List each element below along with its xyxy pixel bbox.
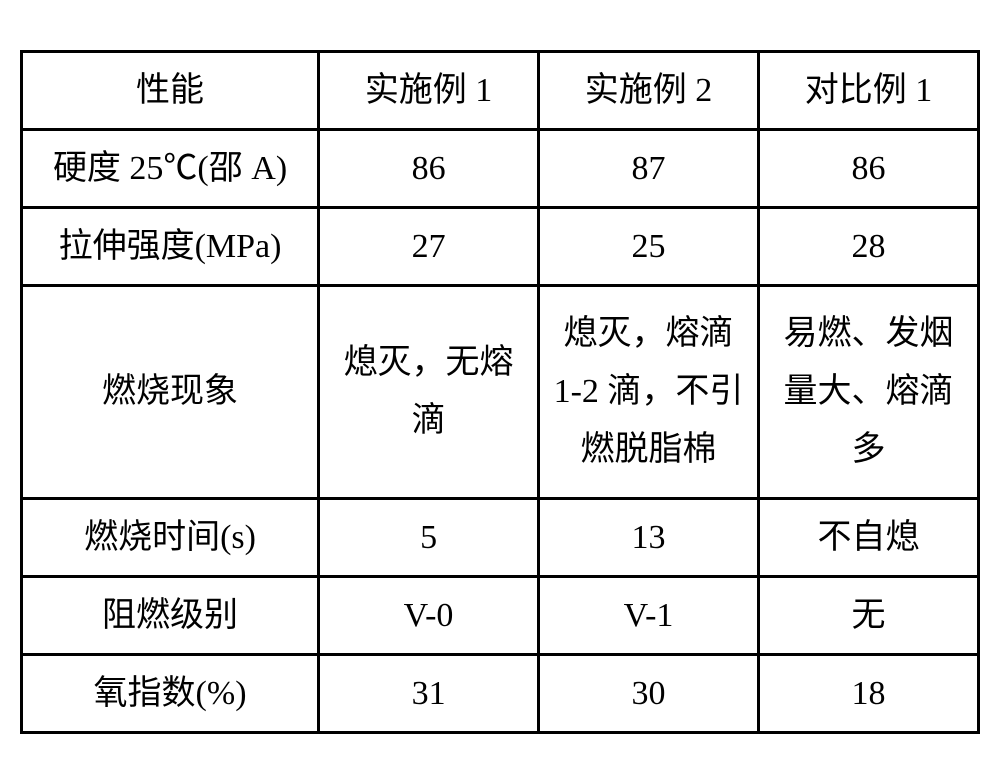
table-row: 硬度 25℃(邵 A) 86 87 86 [22,130,979,208]
row-label: 拉伸强度(MPa) [22,208,319,286]
cell-value: 28 [759,208,979,286]
cell-value: 86 [319,130,539,208]
row-label: 燃烧时间(s) [22,498,319,576]
properties-table: 性能 实施例 1 实施例 2 对比例 1 硬度 25℃(邵 A) 86 87 8… [20,50,980,733]
cell-value: 13 [539,498,759,576]
cell-value: 熄灭，无熔滴 [319,286,539,498]
cell-value: 87 [539,130,759,208]
cell-value: 30 [539,654,759,732]
cell-value: 25 [539,208,759,286]
table-container: 性能 实施例 1 实施例 2 对比例 1 硬度 25℃(邵 A) 86 87 8… [0,30,1000,753]
row-label: 燃烧现象 [22,286,319,498]
cell-value: V-1 [539,576,759,654]
cell-value: 不自熄 [759,498,979,576]
table-header-row: 性能 实施例 1 实施例 2 对比例 1 [22,52,979,130]
cell-value: 5 [319,498,539,576]
cell-value: 易燃、发烟量大、熔滴多 [759,286,979,498]
cell-value: 31 [319,654,539,732]
header-cell-example2: 实施例 2 [539,52,759,130]
header-cell-example1: 实施例 1 [319,52,539,130]
cell-value: 18 [759,654,979,732]
header-cell-comparison1: 对比例 1 [759,52,979,130]
row-label: 阻燃级别 [22,576,319,654]
table-row: 拉伸强度(MPa) 27 25 28 [22,208,979,286]
row-label: 氧指数(%) [22,654,319,732]
cell-value: 无 [759,576,979,654]
table-row: 燃烧时间(s) 5 13 不自熄 [22,498,979,576]
cell-value: 熄灭，熔滴 1-2 滴，不引燃脱脂棉 [539,286,759,498]
cell-value: V-0 [319,576,539,654]
table-row: 燃烧现象 熄灭，无熔滴 熄灭，熔滴 1-2 滴，不引燃脱脂棉 易燃、发烟量大、熔… [22,286,979,498]
cell-value: 86 [759,130,979,208]
row-label: 硬度 25℃(邵 A) [22,130,319,208]
table-row: 氧指数(%) 31 30 18 [22,654,979,732]
cell-value: 27 [319,208,539,286]
table-row: 阻燃级别 V-0 V-1 无 [22,576,979,654]
header-cell-property: 性能 [22,52,319,130]
